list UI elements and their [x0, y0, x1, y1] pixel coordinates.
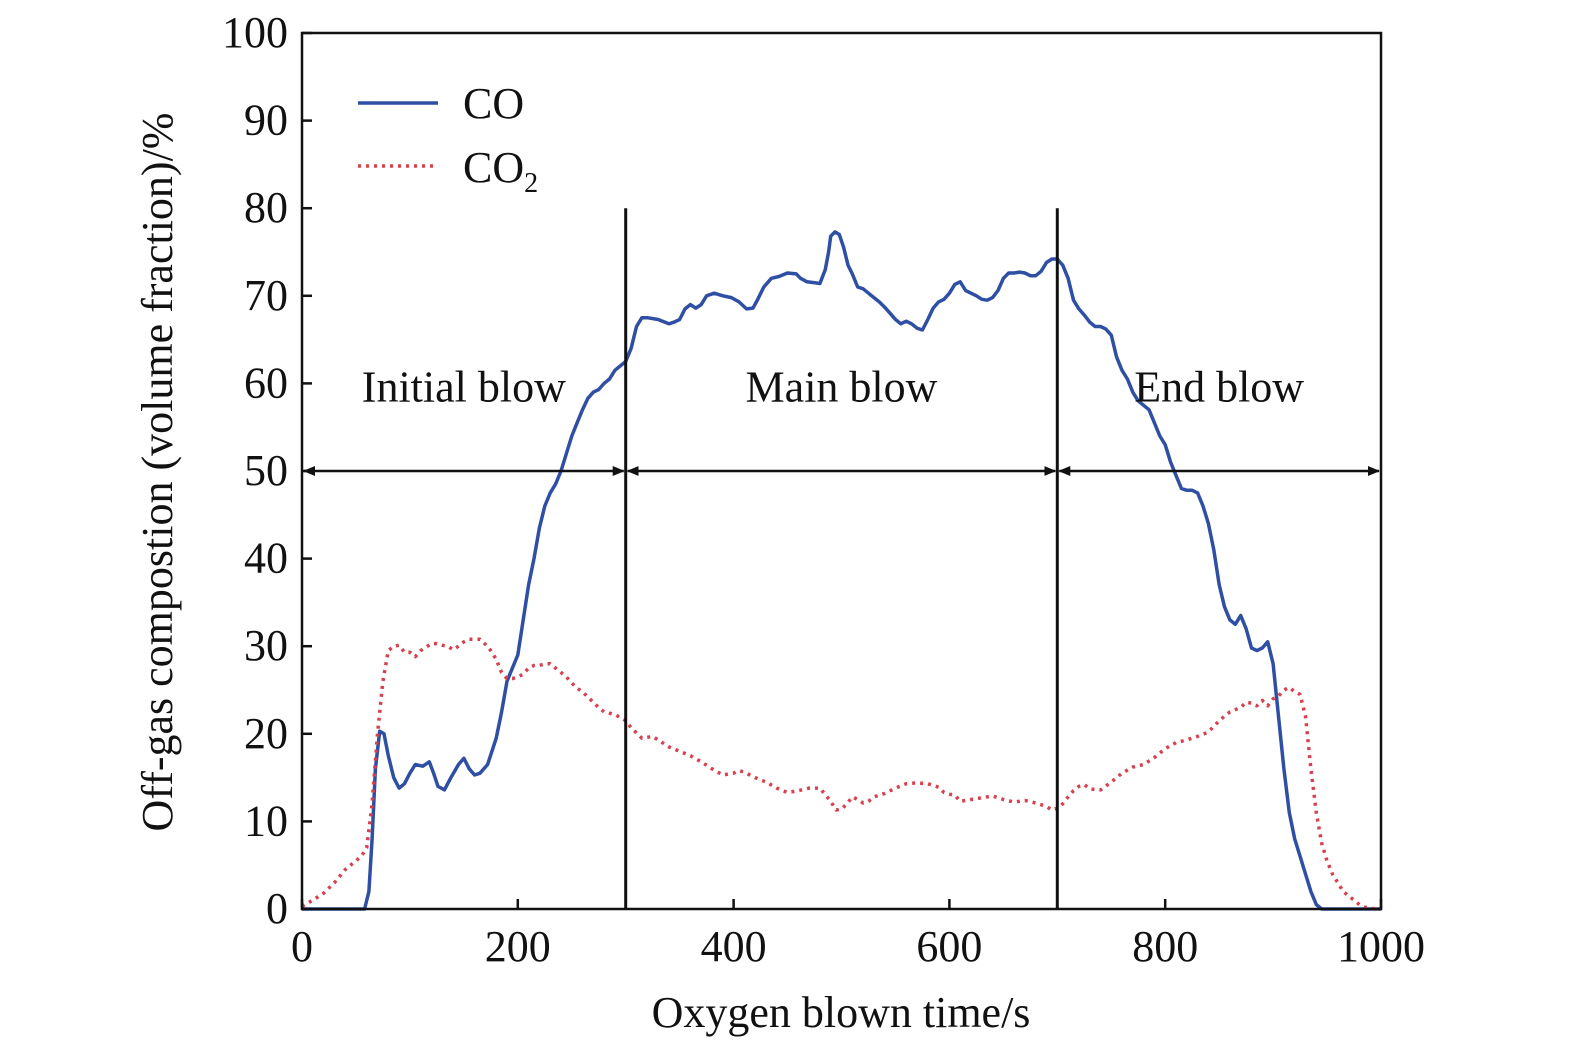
legend-co-label: CO	[463, 79, 524, 128]
x-tick-label: 1000	[1337, 922, 1425, 971]
y-tick-label: 40	[244, 534, 288, 583]
y-tick-label: 30	[244, 621, 288, 670]
annotation-layer: Initial blow Main blow End blow	[303, 208, 1380, 909]
x-tick-label: 0	[291, 922, 313, 971]
y-axis-title: Off-gas compostion (volume fraction)/%	[133, 113, 182, 832]
x-tick-label: 600	[916, 922, 982, 971]
y-tick-label: 80	[244, 183, 288, 232]
x-tick-label: 800	[1132, 922, 1198, 971]
phase-label: End blow	[1134, 362, 1304, 411]
y-tick-label: 100	[222, 8, 288, 57]
y-tick-label: 60	[244, 358, 288, 407]
x-axis-title: Oxygen blown time/s	[652, 988, 1031, 1037]
y-tick-label: 20	[244, 709, 288, 758]
y-tick-label: 50	[244, 446, 288, 495]
y-tick-label: 0	[266, 884, 288, 933]
y-tick-label: 90	[244, 96, 288, 145]
legend-co2-label: CO2	[463, 143, 538, 199]
series-line-co	[302, 230, 1381, 911]
legend-co2-label-base: CO	[463, 143, 524, 192]
phase-label: Main blow	[746, 362, 938, 411]
series-line-co2	[301, 637, 1381, 911]
x-tick-label: 200	[485, 922, 551, 971]
y-tick-label: 70	[244, 271, 288, 320]
legend-co2-label-subscript: 2	[524, 168, 538, 199]
phase-label: Initial blow	[362, 362, 566, 411]
y-tick-label: 10	[244, 796, 288, 845]
legend: CO CO2	[358, 79, 538, 199]
x-tick-label: 400	[701, 922, 767, 971]
series-layer	[301, 230, 1381, 911]
axes-layer: 0 200 400 600 800 1000 0 10 20 30 40 50 60 70 80 90 100	[222, 8, 1425, 971]
